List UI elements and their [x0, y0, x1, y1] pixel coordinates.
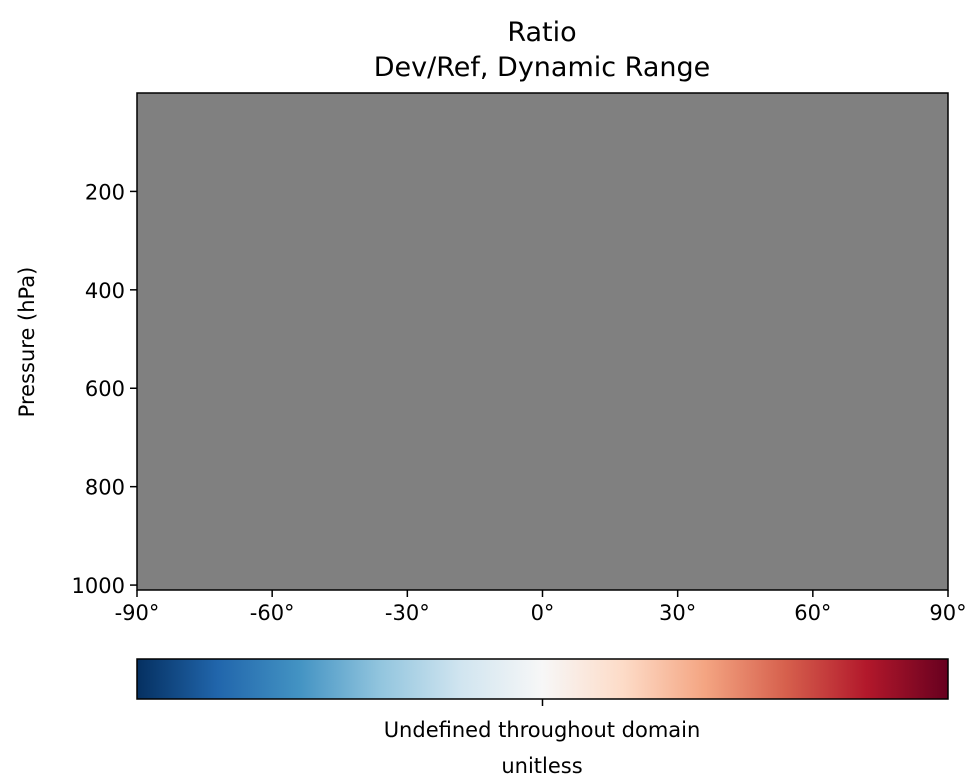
x-tick-label: 90°	[929, 601, 966, 625]
chart-subtitle: Dev/Ref, Dynamic Range	[374, 52, 711, 83]
colorbar-units: unitless	[501, 754, 582, 778]
y-tick-label: 200	[85, 180, 125, 204]
y-tick-label: 800	[85, 476, 125, 500]
y-axis: 200 400 600 800 1000	[72, 180, 137, 598]
x-axis: -90° -60° -30° 0° 30° 60° 90°	[115, 590, 967, 625]
y-tick-label: 1000	[72, 574, 125, 598]
x-tick-label: 0°	[531, 601, 555, 625]
y-tick-label: 600	[85, 377, 125, 401]
x-tick-label: -30°	[385, 601, 430, 625]
y-axis-label: Pressure (hPa)	[15, 267, 39, 418]
plot-area	[136, 92, 949, 591]
x-tick-label: 30°	[659, 601, 696, 625]
x-tick-label: -60°	[250, 601, 295, 625]
y-tick-label: 400	[85, 279, 125, 303]
chart-title: Ratio	[507, 17, 576, 48]
x-tick-label: 60°	[794, 601, 831, 625]
colorbar	[136, 658, 949, 700]
colorbar-label: Undefined throughout domain	[384, 718, 701, 742]
x-tick-label: -90°	[115, 601, 160, 625]
